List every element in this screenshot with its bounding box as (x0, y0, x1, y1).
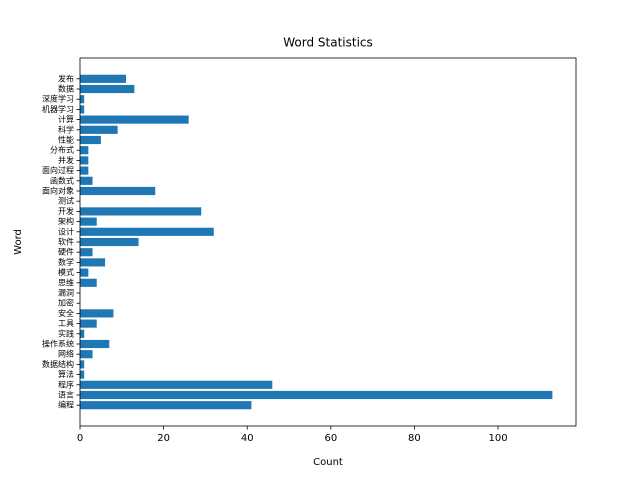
y-tick-label: 语言 (58, 389, 74, 399)
bar (80, 309, 114, 318)
y-tick-label: 开发 (58, 206, 74, 216)
bar (80, 176, 93, 185)
y-tick-label: 数据 (58, 84, 74, 94)
bar (80, 278, 97, 287)
bar (80, 125, 118, 134)
plot-frame (79, 57, 577, 427)
y-tick-label: 模式 (58, 267, 74, 277)
bar (80, 166, 89, 175)
y-tick-label: 程序 (58, 379, 74, 389)
y-tick-label: 深度学习 (42, 94, 74, 104)
bar (80, 115, 189, 124)
y-tick-label: 机器学习 (42, 104, 74, 114)
y-tick-label: 硬件 (58, 247, 74, 257)
bar (80, 390, 553, 400)
bar (80, 350, 93, 359)
y-tick-label: 软件 (58, 237, 74, 247)
bar (80, 370, 85, 379)
bar (80, 207, 202, 216)
y-tick-label: 性能 (58, 135, 74, 145)
y-tick-label: 科学 (58, 124, 74, 134)
bar (80, 237, 139, 247)
x-tick-label: 100 (488, 433, 507, 444)
y-tick-label: 编程 (58, 400, 74, 410)
x-tick-label: 60 (324, 433, 337, 444)
bar (80, 401, 252, 410)
bar (80, 258, 106, 267)
x-axis-label: Count (313, 457, 343, 468)
x-tick-label: 20 (157, 433, 170, 444)
bar (80, 329, 85, 338)
y-tick-label: 架构 (58, 216, 74, 226)
y-tick-label: 工具 (58, 319, 74, 328)
bar (80, 156, 89, 165)
x-tick-label: 40 (241, 433, 254, 444)
y-tick-label: 思维 (58, 277, 74, 287)
bar (80, 217, 97, 226)
y-tick-label: 加密 (58, 298, 74, 308)
x-tick-label: 0 (77, 433, 83, 444)
y-tick-label: 算法 (58, 369, 74, 379)
y-tick-label: 计算 (58, 114, 74, 124)
y-tick-label: 漏洞 (58, 287, 74, 297)
y-tick-label: 发布 (58, 73, 74, 83)
bar (80, 105, 85, 114)
y-tick-label: 面向对象 (42, 186, 74, 196)
bar (80, 186, 156, 196)
bar (80, 227, 214, 236)
y-tick-label: 并发 (58, 155, 74, 165)
y-tick-label: 面向过程 (42, 165, 74, 175)
y-tick-label: 实践 (58, 328, 74, 338)
bar (80, 380, 273, 389)
bar (80, 84, 135, 94)
x-tick-label: 80 (408, 433, 421, 444)
bar (80, 248, 93, 257)
y-axis-label: Word (13, 229, 24, 255)
y-tick-label: 网络 (58, 349, 74, 359)
y-tick-label: 数据结构 (42, 359, 74, 369)
chart-title: Word Statistics (283, 36, 373, 50)
bar (80, 146, 89, 155)
bar (80, 360, 85, 369)
bar (80, 268, 89, 277)
y-tick-label: 函数式 (50, 175, 74, 185)
y-tick-label: 分布式 (50, 145, 74, 155)
y-tick-label: 设计 (58, 226, 74, 236)
bar (80, 339, 110, 349)
y-tick-label: 数学 (58, 257, 74, 267)
y-tick-label: 测试 (58, 196, 74, 206)
bar (80, 319, 97, 328)
bar (80, 95, 85, 104)
bar (80, 135, 101, 145)
bar (80, 74, 126, 83)
y-tick-label: 安全 (58, 308, 74, 318)
y-tick-label: 操作系统 (42, 338, 74, 348)
